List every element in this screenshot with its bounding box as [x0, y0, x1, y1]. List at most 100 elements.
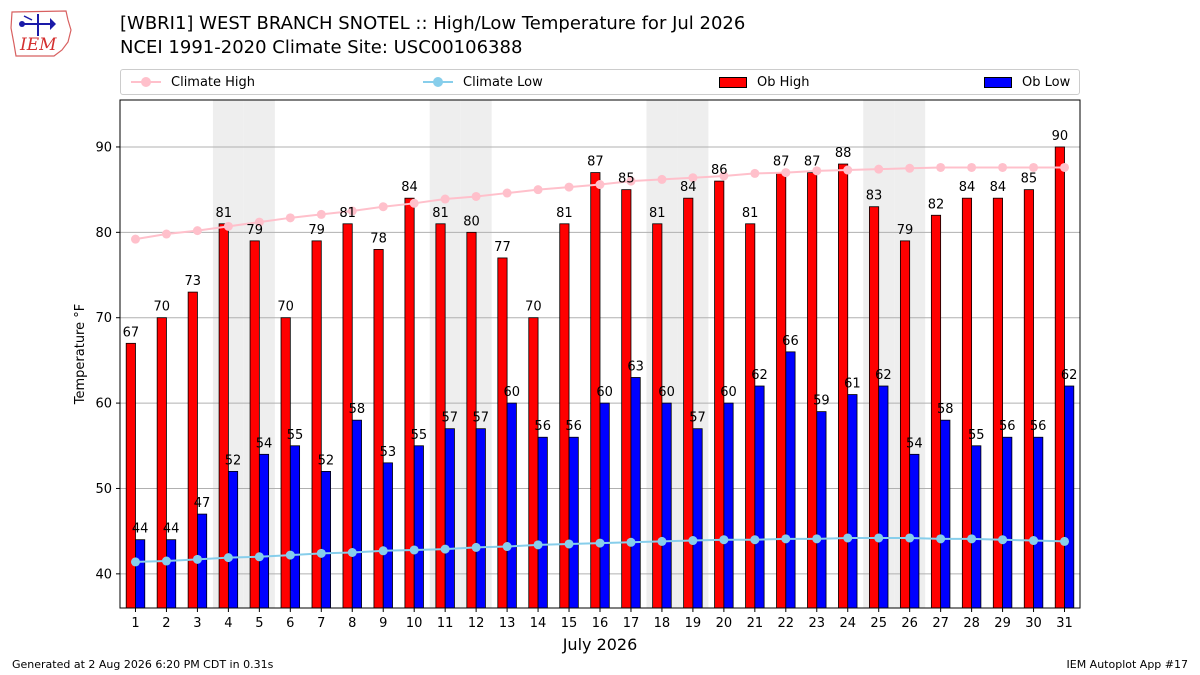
ob-low-label: 55: [411, 428, 428, 443]
climate-high-point: [378, 202, 388, 212]
climate-low-point: [409, 545, 419, 555]
ob-high-bar: [745, 223, 756, 609]
x-tick-label: 10: [406, 616, 423, 631]
climate-low-point: [254, 552, 264, 562]
ob-high-label: 84: [959, 180, 976, 195]
y-tick-label: 70: [95, 311, 112, 326]
generated-timestamp: Generated at 2 Aug 2026 6:20 PM CDT in 0…: [12, 658, 274, 671]
climate-high-point: [998, 162, 1008, 172]
ob-high-label: 70: [525, 300, 542, 315]
ob-high-label: 81: [215, 206, 232, 221]
x-tick-label: 17: [623, 616, 640, 631]
ob-high-bar: [869, 206, 880, 609]
ob-low-bar: [1002, 436, 1013, 609]
x-tick-label: 8: [348, 616, 356, 631]
x-tick-label: 25: [870, 616, 887, 631]
ob-high-bar: [961, 197, 973, 609]
ob-high-bar: [899, 240, 911, 609]
x-tick-label: 2: [162, 616, 170, 631]
climate-low-point: [471, 542, 481, 552]
y-axis-label: Temperature °F: [73, 304, 88, 405]
climate-high-point: [471, 191, 481, 201]
ob-high-label: 90: [1052, 129, 1069, 144]
ob-low-label: 54: [256, 436, 273, 451]
climate-low-point: [719, 535, 729, 545]
ob-high-label: 86: [711, 163, 728, 178]
climate-low-point: [316, 548, 326, 558]
ob-low-label: 62: [751, 368, 768, 383]
x-tick-label: 20: [716, 616, 733, 631]
ob-low-bar: [1033, 436, 1044, 609]
ob-high-label: 77: [494, 240, 511, 255]
ob-low-label: 60: [596, 385, 613, 400]
climate-high-point: [254, 217, 264, 227]
x-tick-label: 13: [499, 616, 516, 631]
ob-low-label: 60: [658, 385, 675, 400]
ob-low-bar: [723, 402, 734, 609]
ob-high-label: 78: [370, 231, 387, 246]
ob-high-label: 79: [897, 223, 914, 238]
x-tick-label: 24: [839, 616, 856, 631]
x-tick-label: 4: [224, 616, 232, 631]
x-tick-label: 11: [437, 616, 454, 631]
ob-high-bar: [1023, 189, 1034, 609]
ob-low-label: 44: [132, 522, 149, 537]
climate-high-point: [564, 182, 574, 192]
climate-low-point: [223, 553, 233, 563]
ob-low-label: 61: [844, 377, 861, 392]
ob-low-bar: [971, 445, 982, 609]
ob-low-bar: [599, 402, 610, 609]
x-tick-label: 27: [932, 616, 949, 631]
legend-item-climate-high: Climate High: [131, 70, 255, 94]
ob-high-label: 79: [246, 223, 263, 238]
legend-label-ob-high: Ob High: [757, 74, 810, 90]
ob-high-label: 87: [804, 155, 821, 170]
ob-low-label: 55: [968, 428, 985, 443]
ob-high-bar: [652, 223, 663, 609]
app-credit: IEM Autoplot App #17: [1066, 658, 1189, 671]
climate-low-point: [874, 533, 884, 543]
ob-low-bar: [506, 402, 517, 609]
ob-high-bar: [497, 257, 508, 609]
climate-low-point: [161, 556, 171, 566]
ob-low-label: 54: [906, 436, 923, 451]
climate-low-point: [502, 542, 512, 552]
ob-low-bar: [444, 428, 455, 609]
ob-high-label: 84: [990, 180, 1007, 195]
climate-high-point: [595, 180, 605, 190]
ob-low-label: 52: [225, 453, 242, 468]
climate-high-point: [1029, 162, 1039, 172]
x-axis-label: July 2026: [562, 635, 638, 654]
ob-high-label: 81: [649, 206, 666, 221]
climate-high-point: [812, 166, 822, 176]
x-tick-label: 12: [468, 616, 485, 631]
ob-high-label: 85: [1021, 172, 1038, 187]
ob-high-label: 81: [742, 206, 759, 221]
climate-high-point: [657, 174, 667, 184]
ob-high-label: 84: [680, 180, 697, 195]
climate-high-point: [192, 226, 202, 236]
climate-high-point: [781, 168, 791, 178]
x-tick-label: 5: [255, 616, 263, 631]
ob-low-label: 60: [720, 385, 737, 400]
ob-low-label: 56: [1030, 419, 1047, 434]
climate-high-point: [161, 229, 171, 239]
ob-low-bar: [227, 470, 239, 609]
ob-low-bar: [537, 436, 548, 609]
ob-low-label: 63: [627, 359, 644, 374]
climate-low-point: [998, 535, 1008, 545]
ob-low-label: 62: [1061, 368, 1078, 383]
ob-high-label: 70: [277, 300, 294, 315]
x-tick-label: 31: [1056, 616, 1073, 631]
ob-low-label: 55: [287, 428, 304, 443]
legend-label-ob-low: Ob Low: [1022, 74, 1071, 90]
ob-low-bar: [1064, 385, 1075, 609]
climate-low-point: [657, 536, 667, 546]
legend-swatch-climate-high: [131, 77, 161, 87]
ob-low-bar: [785, 351, 796, 609]
x-tick-label: 28: [963, 616, 980, 631]
climate-high-point: [130, 234, 140, 244]
ob-high-bar: [125, 342, 136, 609]
ob-low-bar: [754, 385, 765, 609]
x-tick-label: 18: [654, 616, 671, 631]
